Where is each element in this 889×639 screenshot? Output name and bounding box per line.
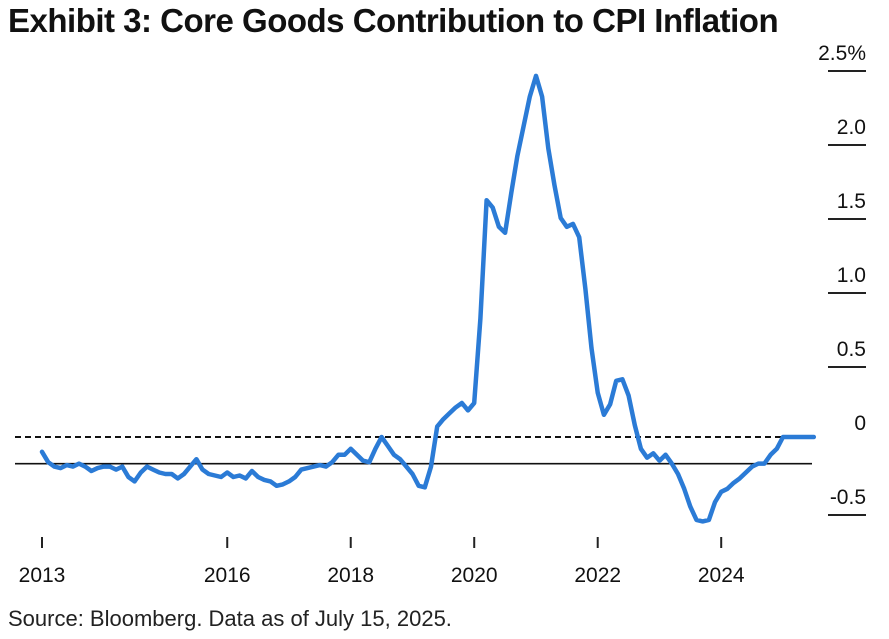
x-tick-label: 2018 bbox=[327, 564, 374, 587]
y-axis-gridlines bbox=[828, 70, 866, 516]
x-tick-label: 2013 bbox=[19, 564, 66, 587]
y-axis-labels: 2.5% 2.0 1.5 1.0 0.5 0 -0.5 bbox=[818, 42, 866, 509]
y-tick-label: 1.5 bbox=[837, 190, 866, 213]
y-tick-label: 0.5 bbox=[837, 338, 866, 361]
y-tick-label: 2.0 bbox=[837, 116, 866, 139]
series-line bbox=[39, 73, 817, 524]
y-tick-label: 1.0 bbox=[837, 264, 866, 287]
x-tick-label: 2024 bbox=[698, 564, 745, 587]
y-tick-label: 2.5% bbox=[818, 42, 866, 65]
y-tick-label: 0 bbox=[854, 412, 866, 435]
y-tick-label: -0.5 bbox=[830, 486, 866, 509]
chart-title: Exhibit 3: Core Goods Contribution to CP… bbox=[8, 2, 779, 39]
x-tick-label: 2022 bbox=[574, 564, 621, 587]
x-axis: 2013 2016 2018 2020 2022 2024 bbox=[19, 537, 745, 587]
chart: 2.5%2.01.51.00.50-0.5 2013 2016 2018 2020 20… bbox=[15, 42, 866, 587]
x-tick-label: 2016 bbox=[204, 564, 251, 587]
x-tick-label: 2020 bbox=[451, 564, 498, 587]
source-note: Source: Bloomberg. Data as of July 15, 2… bbox=[8, 606, 452, 631]
reference-lines bbox=[15, 436, 812, 465]
